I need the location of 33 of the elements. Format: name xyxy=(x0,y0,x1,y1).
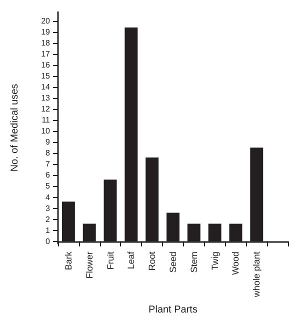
y-tick-label: 9 xyxy=(46,138,51,147)
x-tick-label: Fruit xyxy=(105,251,116,270)
x-tick-label: Flower xyxy=(84,252,94,279)
y-tick-label: 5 xyxy=(46,182,51,191)
y-tick-label: 2 xyxy=(46,214,51,224)
x-tick-label: Bark xyxy=(63,251,74,270)
x-tick-label: Seed xyxy=(168,252,178,273)
y-tick-label: 18 xyxy=(41,38,51,48)
y-tick-label: 19 xyxy=(41,27,51,36)
y-tick-label: 0 xyxy=(46,236,51,246)
y-tick-label: 8 xyxy=(46,148,51,158)
y-tick-label: 11 xyxy=(42,116,51,125)
x-axis-title: Plant Parts xyxy=(148,304,198,316)
y-tick-label: 12 xyxy=(41,104,51,114)
y-tick-label: 3 xyxy=(46,204,51,213)
x-tick-label: Root xyxy=(147,251,158,271)
y-axis-title: No. of Medical uses xyxy=(10,84,20,172)
y-tick-label: 17 xyxy=(41,49,51,58)
x-tick-label: Leaf xyxy=(126,251,136,270)
x-tick-label: whole plant xyxy=(252,251,262,298)
x-tick-label: Twig xyxy=(210,252,220,270)
y-tick-label: 20 xyxy=(41,16,51,26)
y-tick-label: 16 xyxy=(41,60,51,70)
y-tick-label: 7 xyxy=(46,160,51,169)
x-tick-label: Stem xyxy=(188,252,199,273)
y-tick-label: 6 xyxy=(46,170,51,180)
x-tick-label: Wood xyxy=(230,252,241,275)
y-tick-label: 14 xyxy=(41,82,51,92)
y-tick-label: 13 xyxy=(41,94,51,103)
y-tick-label: 10 xyxy=(41,126,51,136)
y-tick-label: 15 xyxy=(41,71,51,80)
y-tick-label: 4 xyxy=(46,192,51,202)
y-tick-label: 1 xyxy=(46,226,51,235)
